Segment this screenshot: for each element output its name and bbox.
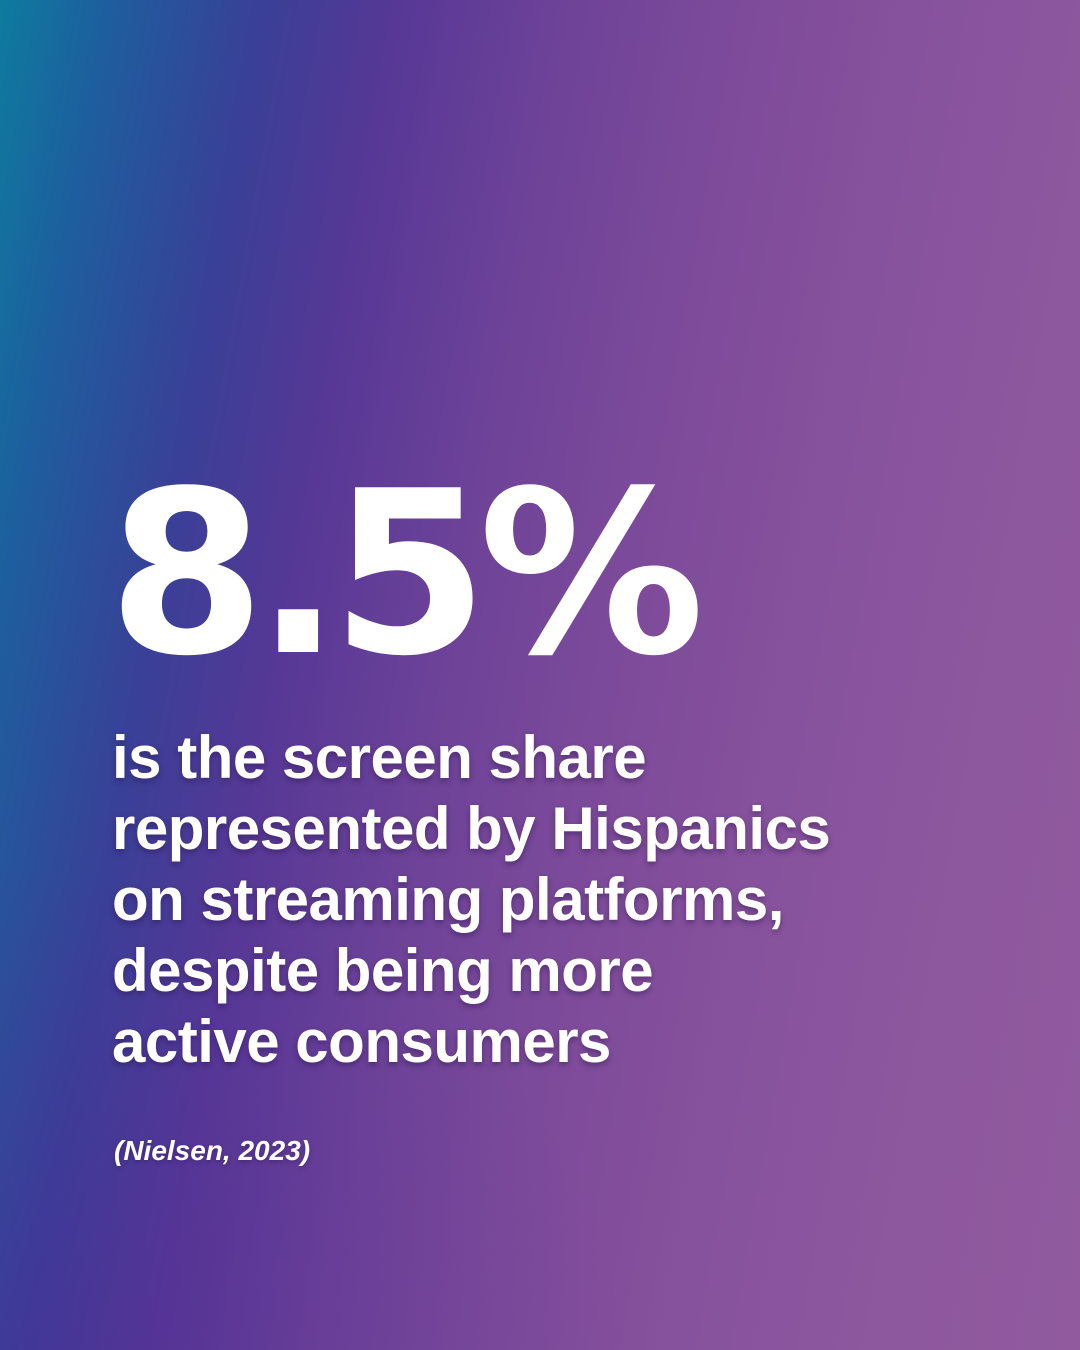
description-line: on streaming platforms, xyxy=(112,866,784,933)
statistic-description: is the screen share represented by Hispa… xyxy=(112,722,1012,1077)
description-line: represented by Hispanics xyxy=(112,795,831,862)
description-line: active consumers xyxy=(112,1008,611,1075)
statistic-value: 8.5% xyxy=(108,443,705,706)
description-line: despite being more xyxy=(112,937,654,1004)
description-line: is the screen share xyxy=(112,724,647,791)
source-citation: (Nielsen, 2023) xyxy=(114,1135,311,1166)
